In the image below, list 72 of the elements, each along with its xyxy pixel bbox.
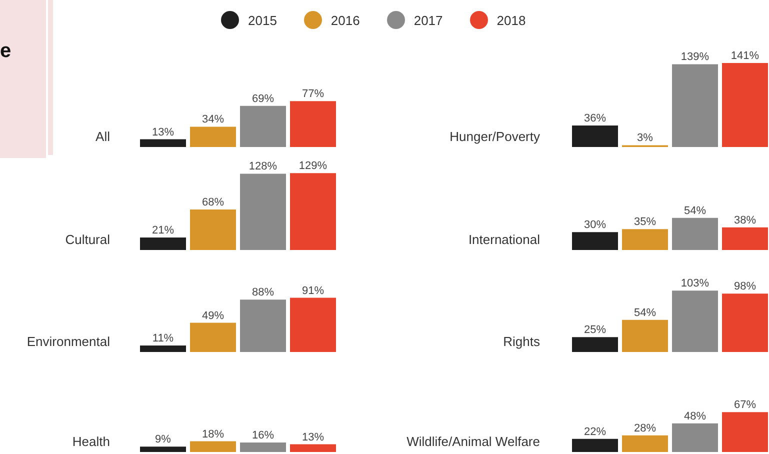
data-label: 129% — [298, 160, 328, 172]
data-label: 35% — [634, 216, 656, 228]
data-label: 49% — [202, 310, 224, 322]
data-label: 54% — [634, 306, 656, 319]
data-label: 103% — [680, 278, 710, 290]
data-label: 18% — [202, 428, 224, 440]
bar — [722, 294, 768, 352]
legend-label: 2016 — [330, 12, 360, 28]
bar — [622, 435, 668, 452]
data-label: 91% — [302, 284, 324, 297]
data-label: 38% — [734, 214, 756, 226]
legend-label: 2017 — [414, 12, 443, 28]
data-label: 48% — [684, 410, 706, 422]
chart-title: Health — [72, 434, 110, 449]
bar — [672, 290, 718, 352]
bar — [572, 126, 618, 147]
data-label: 3% — [637, 132, 654, 144]
bar — [572, 438, 618, 452]
bar — [722, 63, 768, 147]
data-label: 13% — [152, 126, 174, 138]
bar — [722, 412, 768, 452]
data-label: 98% — [734, 280, 756, 293]
text: All — [96, 129, 110, 144]
data-label: 25% — [584, 324, 606, 336]
text: Hunger/Poverty — [450, 129, 540, 144]
bar — [240, 300, 286, 352]
data-label: 141% — [730, 50, 760, 62]
data-label: 36% — [584, 112, 606, 125]
data-label: 128% — [248, 160, 278, 173]
bar — [140, 237, 186, 250]
bar — [290, 173, 336, 250]
bar — [290, 101, 336, 147]
bar — [622, 320, 668, 352]
bar — [290, 298, 336, 352]
bar — [140, 345, 186, 352]
bar — [672, 218, 718, 250]
legend-label: 2015 — [248, 12, 277, 28]
data-label: 54% — [684, 204, 706, 217]
bar — [572, 337, 618, 352]
data-label: 13% — [302, 431, 324, 444]
bar — [722, 227, 768, 250]
bar — [622, 229, 668, 250]
bar — [140, 139, 186, 147]
bar — [190, 126, 236, 147]
data-label: 11% — [152, 332, 174, 344]
data-label: 68% — [202, 196, 224, 208]
data-label: 9% — [155, 434, 172, 446]
text: International — [468, 232, 540, 247]
data-label: 67% — [734, 399, 756, 412]
data-label: 34% — [202, 114, 224, 126]
data-label: 88% — [252, 286, 274, 299]
data-label: 30% — [584, 219, 606, 232]
bar — [190, 322, 236, 352]
data-label: 22% — [584, 426, 606, 438]
bar — [572, 232, 618, 250]
data-label: 28% — [634, 422, 656, 434]
data-label: 69% — [252, 92, 274, 105]
bar — [672, 64, 718, 147]
text: e — [0, 40, 12, 63]
data-label: 139% — [680, 51, 710, 64]
text: Cultural — [65, 232, 110, 247]
data-label: 21% — [152, 224, 174, 236]
bar — [672, 423, 718, 452]
text: Rights — [503, 334, 540, 349]
text: Wildlife/Animal Welfare — [406, 434, 540, 449]
bar — [240, 106, 286, 147]
data-label: 77% — [302, 88, 324, 100]
bar — [240, 174, 286, 250]
data-label: 16% — [252, 429, 274, 442]
legend-label: 2018 — [496, 12, 526, 28]
text: Environmental — [26, 334, 110, 349]
bar — [190, 209, 236, 250]
